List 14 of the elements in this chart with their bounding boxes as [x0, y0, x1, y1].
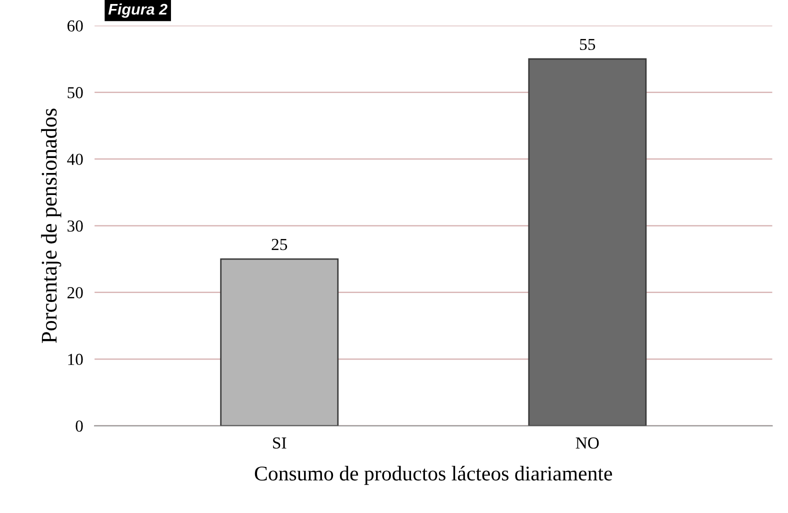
y-axis-title: Porcentaje de pensionados	[41, 108, 62, 343]
x-axis-title: Consumo de productos lácteos diariamente	[254, 466, 612, 485]
chart-title: Figura 2	[108, 3, 168, 18]
data-label: 55	[580, 38, 596, 50]
y-tick-label: 40	[67, 154, 83, 165]
x-tick-label: SI	[273, 437, 286, 449]
y-tick-label: 60	[68, 20, 83, 32]
y-tick-label: 30	[68, 220, 83, 232]
y-tick-label: 20	[68, 287, 83, 298]
data-label: 25	[272, 238, 288, 250]
y-tick-label: 0	[76, 420, 83, 432]
y-tick-label: 50	[68, 87, 83, 98]
y-tick-label: 10	[68, 354, 83, 366]
x-tick-label: NO	[576, 437, 599, 449]
